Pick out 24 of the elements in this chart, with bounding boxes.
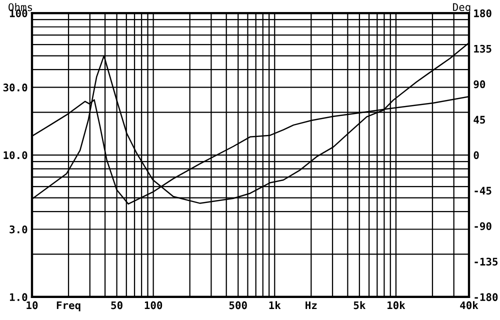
y-tick-label: 30.0 — [3, 84, 28, 92]
y2-tick-label: -180 — [474, 293, 498, 302]
x-tick-label: 100 — [144, 301, 162, 310]
x-tick-label: 40k — [460, 301, 478, 310]
x-tick-label: 10 — [26, 301, 38, 310]
x-tick-label: Hz — [306, 301, 317, 310]
y-tick-label: 10.0 — [4, 151, 28, 160]
y2-tick-label: 0 — [474, 151, 479, 160]
x-tick-label: 10k — [388, 301, 406, 310]
y2-tick-label: 135 — [474, 44, 492, 53]
y2-tick-label: 45 — [474, 116, 486, 124]
y-tick-label: 3.0 — [10, 225, 28, 234]
y-tick-label: 1.0 — [10, 293, 28, 302]
y2-axis-title: Deg — [453, 3, 470, 14]
y2-tick-label: 90 — [474, 80, 486, 88]
x-tick-label: 5k — [354, 301, 366, 310]
x-tick-label: 50 — [111, 301, 122, 310]
y2-tick-label: -90 — [474, 222, 492, 230]
y2-tick-label: -45 — [474, 186, 492, 195]
y2-tick-label: -135 — [474, 258, 498, 266]
x-tick-label: 500 — [229, 301, 247, 310]
x-tick-label: Freq — [56, 301, 80, 312]
x-tick-label: 1k — [269, 301, 281, 310]
y2-tick-label: 180 — [474, 9, 492, 18]
